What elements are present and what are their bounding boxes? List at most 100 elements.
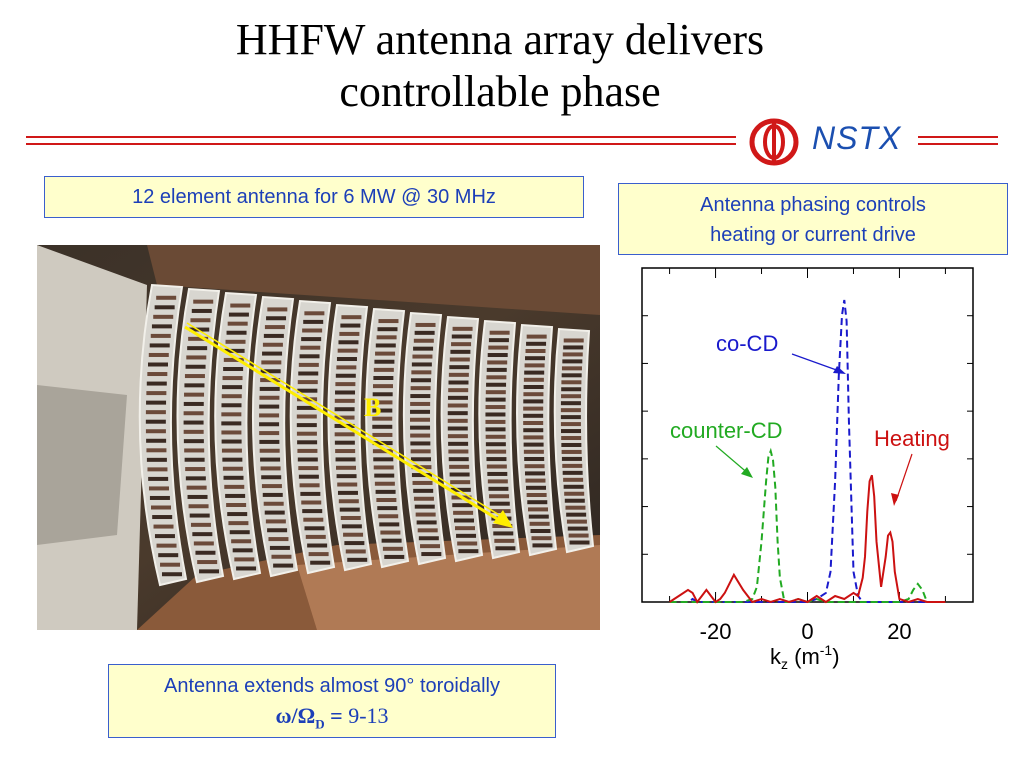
antenna-strap-bar [264,325,285,330]
antenna-strap-bar [183,401,204,406]
antenna-strap-bar [564,498,585,503]
antenna-strap-bar [485,397,506,402]
antenna-strap-bar [146,448,167,453]
antenna-strap-bar [187,346,208,351]
antenna-strap-bar [376,335,397,340]
antenna-strap-bar [298,474,319,479]
antenna-strap-bar [561,366,582,371]
antenna-strap-bar [298,466,319,471]
antenna-strap-bar [337,348,358,353]
extent-line-1: Antenna extends almost 90° toroidally [164,675,500,697]
antenna-strap-bar [303,517,324,522]
antenna-strap-bar [523,421,544,425]
antenna-strap-bar [189,327,210,332]
x-axis-label: kz (m-1) [770,642,840,672]
extent-formula: ω/ΩD = 9-13 [109,701,555,739]
antenna-strap-bar [417,528,438,533]
antenna-strap-bar [222,385,243,390]
antenna-strap-bar [183,411,204,416]
antenna-strap-bar [523,392,544,397]
antenna-strap-bar [154,534,175,539]
antenna-strap-bar [450,349,471,354]
antenna-strap-bar [410,394,431,399]
antenna-strap-bar [337,490,358,495]
antenna-strap-bar [561,456,582,461]
antenna-strap-bar [221,430,242,435]
antenna-strap-bar [304,311,325,316]
antenna-strap-bar [532,543,553,548]
phasing-line-2: heating or current drive [710,224,916,246]
kz-spectrum-chart: -20 0 20 co-CD counter-CD Heating kz (m-1) [641,267,974,672]
antenna-strap-bar [297,448,318,453]
x-tick-label: 20 [887,619,911,644]
antenna-strap-bar [448,449,469,454]
antenna-strap-bar [376,498,397,502]
antenna-strap-bar [183,420,204,425]
antenna-strap-bar [260,369,281,374]
antenna-strap-bar [447,403,468,408]
antenna-strap-bar [221,394,242,399]
antenna-strap-bar [265,519,286,524]
antenna-strap-bar [336,365,357,370]
antenna-strap-bar [421,552,442,557]
antenna-strap-bar [297,397,318,402]
antenna-strap-bar [414,330,435,335]
antenna-strap-bar [375,343,396,348]
antenna-strap-bar [261,475,282,480]
antenna-strap-bar [412,480,433,485]
antenna-strap-bar [262,342,283,347]
antenna-strap-bar [411,370,432,375]
antenna-strap-bar [486,382,507,387]
antenna-strap-bar [183,429,204,434]
antenna-strap-bar [267,307,288,312]
antenna-strap-bar [298,362,319,367]
antenna-strap-bar [452,326,473,331]
antenna-strap-bar [448,457,469,462]
antenna-strap-bar [146,400,167,405]
antenna-strap-bar [149,495,170,500]
annotation-heating: Heating [874,426,950,451]
antenna-strap-bar [523,377,544,382]
antenna-strap-bar [561,394,582,399]
antenna-strap-bar [525,356,546,361]
antenna-strap-bar [197,560,218,565]
antenna-strap-bar [372,432,393,437]
antenna-strap-bar [305,534,326,539]
antenna-strap-bar [145,419,166,424]
antenna-strap-bar [262,351,283,356]
antenna-strap-bar [523,406,544,411]
antenna-strap-bar [485,412,506,417]
antenna-strap-bar [264,510,285,515]
antenna-strap-bar [273,563,294,568]
antenna-strap-bar [268,537,289,542]
antenna-strap-bar [562,470,583,475]
antenna-strap-bar [377,506,398,511]
antenna-strap-bar [231,539,252,544]
annotation-counter-cd: counter-CD [670,418,782,443]
antenna-strap-bar [184,448,205,453]
antenna-strap-bar [561,429,582,434]
antenna-strap-bar [195,550,216,555]
antenna-strap-bar [335,382,356,387]
antenna-strap-bar [191,308,212,313]
antenna-strap-bar [531,536,552,541]
antenna-strap-bar [523,449,544,454]
antenna-strap-bar [373,376,394,380]
antenna-strap-bar [263,501,284,506]
antenna-strap-bar [335,457,356,462]
antenna-strap-bar [412,354,433,359]
antenna-strap-bar [230,303,251,308]
antenna-strap-bar [193,541,214,546]
antenna-strap-bar [302,328,323,333]
antenna-strap-bar [228,312,249,317]
antenna-strap-bar [453,510,474,515]
antenna-element-frame [478,319,521,560]
antenna-strap-bar [184,392,205,397]
antenna-strap-bar [526,341,547,346]
antenna-strap-bar [375,351,396,356]
antenna-strap-bar [300,491,321,496]
antenna-strap-bar [562,463,583,468]
header-rule-right-1 [918,136,998,138]
antenna-strap-bar [224,484,245,489]
antenna-strap-bar [447,426,468,431]
